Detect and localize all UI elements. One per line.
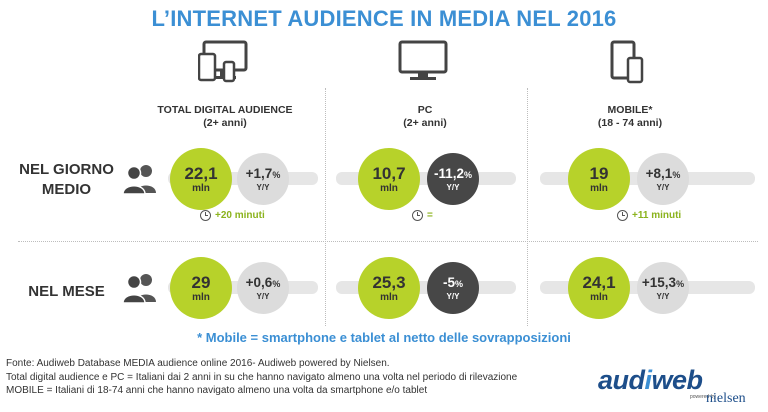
row-divider	[18, 241, 758, 242]
col-sub: (2+ anni)	[203, 117, 247, 129]
change-circle: +0,6% Y/Y	[237, 262, 289, 314]
people-icon	[122, 274, 156, 303]
clock-icon	[617, 210, 628, 221]
time-spent: =	[412, 210, 433, 221]
change-circle: +1,7% Y/Y	[237, 153, 289, 205]
audiweb-logo: audiweb powered by nielsen	[598, 365, 746, 406]
col-name: TOTAL DIGITAL AUDIENCE	[157, 104, 293, 116]
source-notes: Fonte: Audiweb Database MEDIA audience o…	[6, 357, 517, 398]
change-circle: -5% Y/Y	[427, 262, 479, 314]
clock-icon	[412, 210, 423, 221]
monitor-icon	[398, 40, 448, 80]
audience-value-circle: 10,7 mln	[358, 148, 420, 210]
col-header-mobile: MOBILE* (18 - 74 anni)	[550, 104, 710, 130]
audience-value-circle: 24,1 mln	[568, 257, 630, 319]
col-name: MOBILE*	[607, 104, 653, 116]
row-label-mese: NEL MESE	[28, 283, 105, 300]
row-label-giorno-medio: NEL GIORNO MEDIO	[19, 161, 114, 198]
change-circle: +15,3% Y/Y	[637, 262, 689, 314]
change-circle: +8,1% Y/Y	[637, 153, 689, 205]
source-line: Total digital audience e PC = Italiani d…	[6, 371, 518, 383]
audience-value-circle: 19 mln	[568, 148, 630, 210]
source-line: MOBILE = Italiani di 18-74 anni che hann…	[6, 385, 428, 396]
time-spent: +11 minuti	[617, 210, 681, 221]
col-header-pc: PC (2+ anni)	[345, 104, 505, 130]
mobile-footnote: * Mobile = smartphone e tablet al netto …	[197, 330, 571, 345]
col-sub: (2+ anni)	[403, 117, 447, 129]
audience-value-circle: 29 mln	[170, 257, 232, 319]
multi-device-icon	[198, 40, 248, 83]
column-divider	[527, 88, 528, 326]
column-divider	[325, 88, 326, 326]
col-header-total: TOTAL DIGITAL AUDIENCE (2+ anni)	[140, 104, 310, 130]
change-circle: -11,2% Y/Y	[427, 153, 479, 205]
time-spent: +20 minuti	[200, 210, 265, 221]
audience-value-circle: 25,3 mln	[358, 257, 420, 319]
mobile-devices-icon	[610, 40, 644, 84]
audience-value-circle: 22,1 mln	[170, 148, 232, 210]
people-icon	[122, 165, 156, 194]
col-sub: (18 - 74 anni)	[597, 117, 663, 129]
page-title: L’INTERNET AUDIENCE IN MEDIA NEL 2016	[151, 6, 617, 31]
source-line: Fonte: Audiweb Database MEDIA audience o…	[6, 358, 390, 369]
clock-icon	[200, 210, 211, 221]
col-name: PC	[417, 104, 433, 116]
